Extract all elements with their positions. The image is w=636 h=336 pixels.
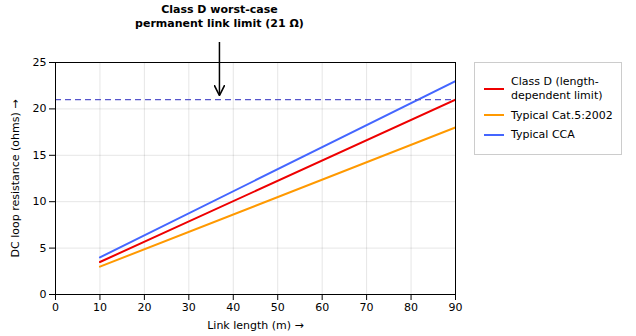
svg-text:40: 40 (226, 301, 240, 314)
svg-text:50: 50 (271, 301, 285, 314)
svg-text:60: 60 (315, 301, 329, 314)
svg-text:10: 10 (93, 301, 107, 314)
svg-text:70: 70 (360, 301, 374, 314)
svg-text:10: 10 (33, 195, 47, 208)
svg-text:0: 0 (40, 288, 47, 301)
svg-text:15: 15 (33, 149, 47, 162)
svg-text:25: 25 (33, 56, 47, 69)
svg-text:80: 80 (404, 301, 418, 314)
svg-text:20: 20 (33, 102, 47, 115)
html-text:Class D (length- dependent lim: Class D (length- dependent limit) (511, 75, 603, 102)
svg-text:20: 20 (137, 301, 151, 314)
svg-text:5: 5 (40, 242, 47, 255)
svg-text:DC loop resistance (ohms) →: DC loop resistance (ohms) → (9, 100, 22, 258)
svg-text:Class D worst-casepermanent li: Class D worst-casepermanent link limit (… (135, 3, 304, 30)
svg-text:30: 30 (182, 301, 196, 314)
svg-text:90: 90 (449, 301, 463, 314)
html-text:Typical CCA: Typical CCA (511, 128, 575, 142)
html-text:Typical Cat.5:2002: Typical Cat.5:2002 (511, 108, 613, 122)
svg-text:0: 0 (52, 301, 59, 314)
svg-text:Link length (m) →: Link length (m) → (207, 319, 304, 332)
